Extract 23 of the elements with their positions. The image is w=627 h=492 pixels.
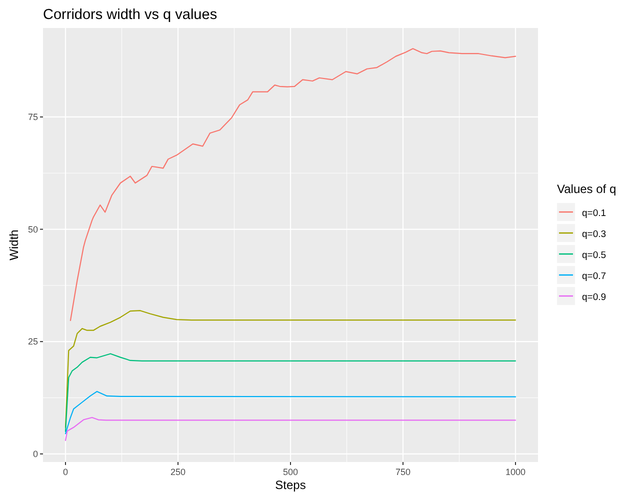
y-axis-title: Width xyxy=(7,230,21,260)
line-series xyxy=(64,390,516,434)
x-tick-label: 0 xyxy=(62,467,68,477)
y-tick-label: 50 xyxy=(28,224,38,234)
x-axis-title: Steps xyxy=(275,478,306,492)
legend-label: q=0.7 xyxy=(582,271,606,282)
y-tick-label: 0 xyxy=(32,448,38,459)
chart-title: Corridors width vs q values xyxy=(43,7,218,23)
y-tick-label: 25 xyxy=(28,336,38,347)
legend-title: Values of q xyxy=(557,182,616,196)
x-tick-label: 500 xyxy=(282,467,298,477)
x-tick-label: 1000 xyxy=(505,467,526,477)
line-series xyxy=(64,353,516,432)
x-tick-label: 750 xyxy=(395,467,411,477)
line-series xyxy=(64,416,516,441)
y-tick-label: 75 xyxy=(28,112,38,122)
legend-label: q=0.9 xyxy=(582,292,606,303)
legend-label: q=0.3 xyxy=(582,229,606,240)
line-series xyxy=(64,310,516,428)
legend-label: q=0.1 xyxy=(582,208,606,219)
x-tick-label: 250 xyxy=(170,467,186,477)
line-series xyxy=(70,48,516,322)
legend-label: q=0.5 xyxy=(582,250,606,261)
